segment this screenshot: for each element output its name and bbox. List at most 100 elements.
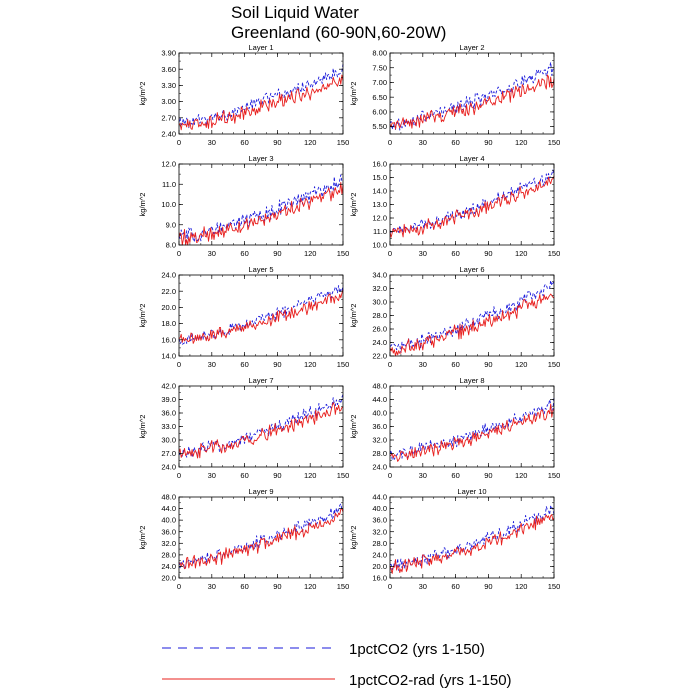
- panel-6: Layer 6 kg/m^2 0 30 60 90 120 150 22.0 24.0 26.0 28…: [349, 265, 560, 369]
- y-tick-label: 24.0: [372, 338, 387, 347]
- series-1pctco2: [389, 280, 555, 354]
- x-tick-label: 30: [419, 360, 427, 369]
- x-tick-label: 90: [273, 360, 281, 369]
- panel-title: Layer 10: [457, 487, 486, 496]
- x-tick-label: 150: [337, 360, 350, 369]
- y-tick-label: 28.0: [372, 539, 387, 548]
- x-tick-label: 150: [548, 471, 561, 480]
- panels: Layer 1 kg/m^2 0 30 60 90 120 150 2.40 2.70 3.00 3.…: [138, 43, 560, 591]
- panel-title: Layer 5: [248, 265, 273, 274]
- y-axis-label: kg/m^2: [138, 415, 147, 439]
- x-tick-label: 90: [484, 360, 492, 369]
- panel-title: Layer 1: [248, 43, 273, 52]
- y-tick-label: 40.0: [161, 516, 176, 525]
- y-tick-label: 32.0: [372, 436, 387, 445]
- panel-1: Layer 1 kg/m^2 0 30 60 90 120 150 2.40 2.70 3.00 3.…: [138, 43, 349, 147]
- x-tick-label: 150: [337, 249, 350, 258]
- series-1pctco2-rad: [389, 403, 555, 462]
- series-1pctco2-rad: [178, 508, 344, 570]
- x-tick-label: 150: [548, 582, 561, 591]
- series-1pctco2-rad: [389, 514, 555, 574]
- y-tick-label: 24.0: [161, 271, 176, 280]
- y-tick-label: 7.50: [372, 63, 387, 72]
- y-tick-label: 22.0: [161, 287, 176, 296]
- panel-7: Layer 7 kg/m^2 0 30 60 90 120 150 24.0 27.0 30.0 33…: [138, 376, 349, 480]
- x-tick-label: 150: [337, 138, 350, 147]
- x-tick-label: 30: [208, 138, 216, 147]
- legend: 1pctCO2 (yrs 1-150) 1pctCO2-rad (yrs 1-1…: [162, 641, 512, 689]
- x-tick-label: 120: [304, 582, 317, 591]
- y-tick-label: 36.0: [372, 422, 387, 431]
- panel-2: Layer 2 kg/m^2 0 30 60 90 120 150 5.50 6.00 6.50 7.…: [349, 43, 560, 147]
- panel-4: Layer 4 kg/m^2 0 30 60 90 120 150 10.0 11.0 12.0 13…: [349, 154, 560, 258]
- panel-title: Layer 9: [248, 487, 273, 496]
- x-tick-label: 60: [451, 360, 459, 369]
- y-tick-label: 16.0: [161, 335, 176, 344]
- x-tick-label: 90: [273, 249, 281, 258]
- series-1pctco2-rad: [389, 175, 555, 238]
- series-1pctco2-rad: [178, 74, 344, 131]
- panel-9: Layer 9 kg/m^2 0 30 60 90 120 150 20.0 24.0 28.0 32…: [138, 487, 349, 591]
- y-tick-label: 32.0: [161, 539, 176, 548]
- x-tick-label: 0: [177, 249, 181, 258]
- legend-label-1pctco2-rad: 1pctCO2-rad (yrs 1-150): [349, 672, 512, 689]
- x-tick-label: 90: [484, 471, 492, 480]
- x-tick-label: 150: [337, 471, 350, 480]
- y-tick-label: 2.70: [161, 113, 176, 122]
- y-tick-label: 14.0: [161, 352, 176, 361]
- x-tick-label: 0: [177, 360, 181, 369]
- plot-frame: [178, 274, 344, 357]
- series-1pctco2: [178, 174, 344, 245]
- x-tick-label: 150: [548, 249, 561, 258]
- y-tick-label: 3.30: [161, 81, 176, 90]
- panel-3: Layer 3 kg/m^2 0 30 60 90 120 150 8.0 9.0 10.0 11.0…: [138, 154, 349, 258]
- series-1pctco2: [178, 394, 344, 458]
- x-tick-label: 90: [484, 582, 492, 591]
- y-axis-label: kg/m^2: [138, 526, 147, 550]
- x-tick-label: 150: [337, 582, 350, 591]
- x-tick-label: 30: [419, 471, 427, 480]
- series-1pctco2: [178, 285, 344, 345]
- y-tick-label: 40.0: [372, 504, 387, 513]
- x-tick-label: 120: [304, 249, 317, 258]
- main-title-line2: Greenland (60-90N,60-20W): [231, 23, 446, 42]
- x-tick-label: 90: [273, 582, 281, 591]
- panel-title: Layer 3: [248, 154, 273, 163]
- y-tick-label: 12.0: [372, 214, 387, 223]
- y-tick-label: 10.0: [161, 200, 176, 209]
- x-tick-label: 90: [273, 138, 281, 147]
- x-tick-label: 120: [515, 471, 528, 480]
- x-tick-label: 30: [208, 360, 216, 369]
- y-tick-label: 34.0: [372, 271, 387, 280]
- panel-title: Layer 7: [248, 376, 273, 385]
- x-tick-label: 90: [484, 249, 492, 258]
- y-tick-label: 11.0: [373, 227, 387, 236]
- x-tick-label: 0: [388, 471, 392, 480]
- y-tick-label: 20.0: [161, 303, 176, 312]
- x-tick-label: 90: [273, 471, 281, 480]
- series-1pctco2: [389, 396, 555, 461]
- y-tick-label: 32.0: [372, 284, 387, 293]
- x-tick-label: 120: [515, 360, 528, 369]
- series-1pctco2-rad: [178, 182, 344, 246]
- y-tick-label: 24.0: [161, 463, 176, 472]
- y-axis-label: kg/m^2: [349, 526, 358, 550]
- y-tick-label: 40.0: [372, 409, 387, 418]
- y-tick-label: 44.0: [161, 504, 176, 513]
- x-tick-label: 120: [304, 471, 317, 480]
- x-tick-label: 150: [548, 360, 561, 369]
- x-tick-label: 0: [388, 249, 392, 258]
- y-tick-label: 26.0: [372, 325, 387, 334]
- x-tick-label: 60: [451, 138, 459, 147]
- x-tick-label: 60: [451, 471, 459, 480]
- panel-title: Layer 6: [459, 265, 484, 274]
- y-tick-label: 27.0: [161, 449, 176, 458]
- y-tick-label: 12.0: [161, 160, 176, 169]
- y-tick-label: 9.0: [166, 220, 176, 229]
- y-tick-label: 10.0: [372, 241, 387, 250]
- y-tick-label: 33.0: [161, 422, 176, 431]
- y-tick-label: 39.0: [161, 395, 176, 404]
- y-tick-label: 16.0: [372, 160, 387, 169]
- series-1pctco2: [389, 61, 555, 131]
- y-tick-label: 6.50: [372, 93, 387, 102]
